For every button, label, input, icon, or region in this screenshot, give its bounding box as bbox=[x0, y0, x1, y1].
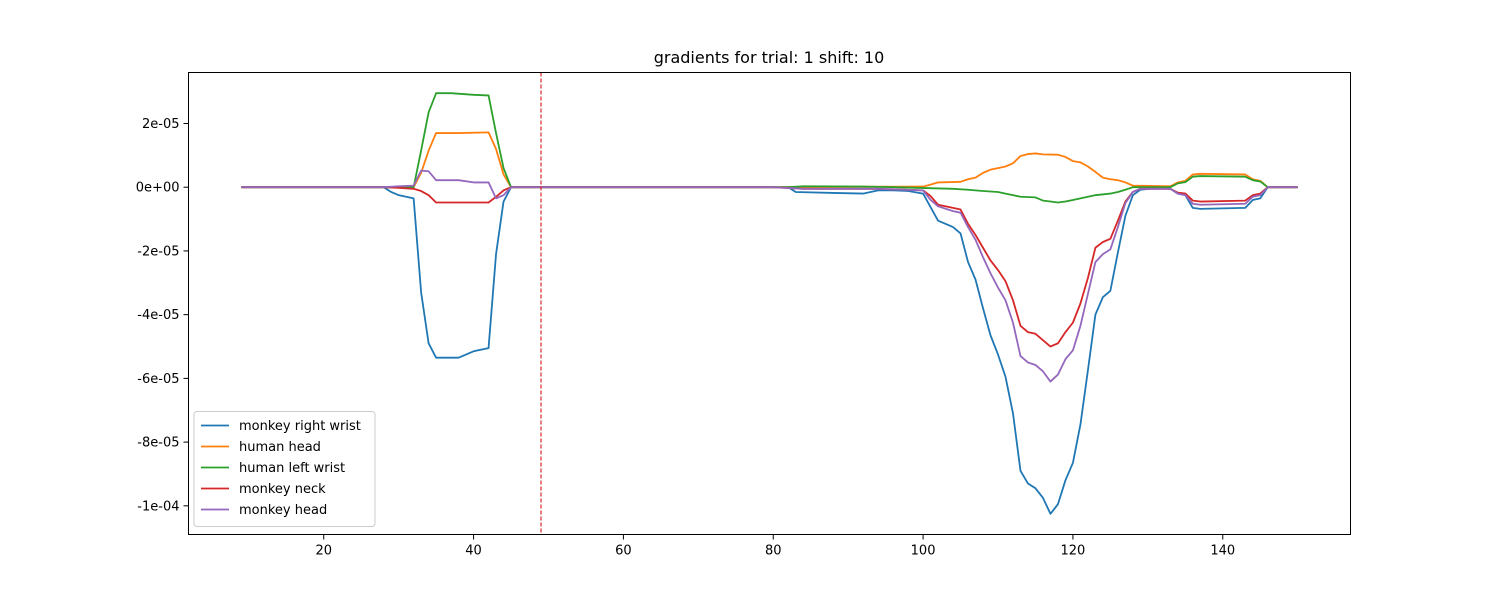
y-tick-label: -1e-04 bbox=[137, 499, 179, 514]
x-tick-label: 120 bbox=[1061, 544, 1086, 559]
legend-label-monkey-head: monkey head bbox=[239, 503, 327, 518]
x-tick-label: 100 bbox=[911, 544, 936, 559]
x-tick-label: 40 bbox=[465, 544, 482, 559]
legend-label-human-head: human head bbox=[239, 440, 321, 455]
legend: monkey right wrist human head human left w… bbox=[193, 411, 376, 527]
legend-label-monkey-neck: monkey neck bbox=[239, 482, 326, 497]
legend-label-human-left-wrist: human left wrist bbox=[239, 461, 345, 476]
plot-frame bbox=[188, 72, 1351, 535]
y-tick-label: 0e+00 bbox=[136, 181, 180, 196]
x-tick-label: 80 bbox=[765, 544, 782, 559]
legend-label-monkey-right-wrist: monkey right wrist bbox=[239, 419, 361, 434]
chart-title: gradients for trial: 1 shift: 10 bbox=[654, 48, 885, 67]
legend-box bbox=[193, 411, 376, 527]
series-line-human-left-wrist bbox=[241, 92, 1298, 204]
series-layer bbox=[241, 92, 1298, 515]
x-axis: 20 40 60 80 100 120 140 bbox=[315, 534, 1235, 559]
series-line-human-head bbox=[241, 131, 1298, 189]
series-line-monkey-head bbox=[241, 169, 1298, 383]
y-tick-label: 2e-05 bbox=[142, 117, 180, 132]
y-tick-label: -8e-05 bbox=[137, 436, 179, 451]
y-tick-label: -2e-05 bbox=[137, 244, 179, 259]
y-tick-label: -4e-05 bbox=[137, 308, 179, 323]
x-tick-label: 60 bbox=[615, 544, 632, 559]
y-axis: 2e-05 0e+00 -2e-05 -4e-05 -6e-05 -8e-05 -1e-04 bbox=[136, 117, 189, 514]
x-tick-label: 140 bbox=[1210, 544, 1235, 559]
y-tick-label: -6e-05 bbox=[137, 372, 179, 387]
x-tick-label: 20 bbox=[315, 544, 332, 559]
